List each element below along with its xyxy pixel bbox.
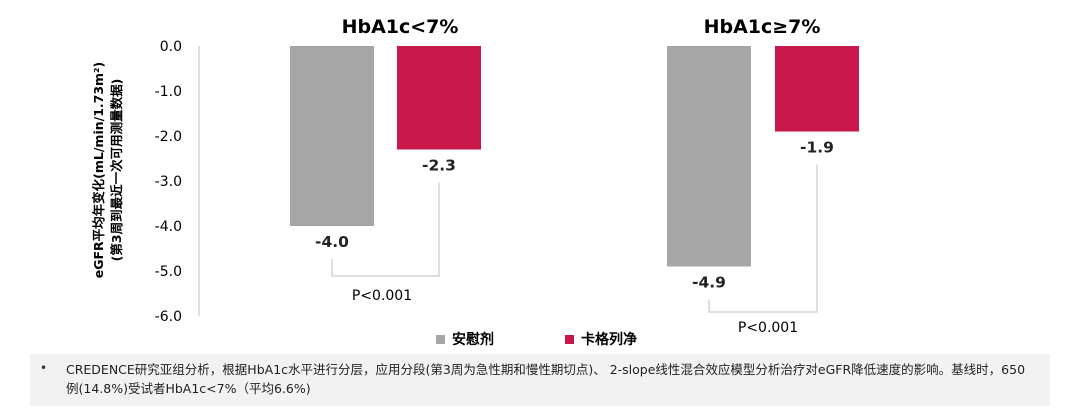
bar-placebo xyxy=(667,46,751,267)
y-tick-label: -5.0 xyxy=(155,264,182,280)
legend-label: 卡格列净 xyxy=(581,331,637,348)
y-tick-label: -6.0 xyxy=(155,309,182,325)
legend-swatch-canagliflozin xyxy=(565,335,574,344)
data-label: -4.0 xyxy=(315,233,349,251)
data-label: -4.9 xyxy=(692,274,726,292)
group-title: HbA1c<7% xyxy=(342,16,459,38)
data-label: -2.3 xyxy=(422,157,456,175)
p-value-annotation: P<0.001 xyxy=(352,288,412,304)
bar-placebo xyxy=(290,46,374,226)
y-tick-label: -4.0 xyxy=(155,219,182,235)
group-title: HbA1c≥7% xyxy=(704,16,821,38)
footnote-text: CREDENCE研究亚组分析，根据HbA1c水平进行分层，应用分段(第3周为急性… xyxy=(66,362,1026,396)
footnote-box: • CREDENCE研究亚组分析，根据HbA1c水平进行分层，应用分段(第3周为… xyxy=(30,354,1050,406)
significance-bracket xyxy=(331,182,440,277)
y-tick-label: -3.0 xyxy=(155,174,182,190)
bar-canagliflozin xyxy=(775,46,859,132)
data-label: -1.9 xyxy=(800,139,834,157)
bar-canagliflozin xyxy=(397,46,481,150)
p-value-annotation: P<0.001 xyxy=(738,320,798,336)
chart: 0.0 -1.0 -2.0 -3.0 -4.0 -5.0 -6.0 eGFR平均年变化(mL/… xyxy=(91,16,859,348)
y-axis-label: eGFR平均年变化(mL/min/1.73m²) xyxy=(91,62,106,279)
y-tick-label: -1.0 xyxy=(155,84,182,100)
significance-bracket xyxy=(708,164,818,313)
y-tick-label: 0.0 xyxy=(160,39,182,55)
y-tick-label: -2.0 xyxy=(155,129,182,145)
legend-label: 安慰剂 xyxy=(452,331,494,348)
legend-swatch-placebo xyxy=(436,335,445,344)
y-axis-label-sub: (第3周到最近一次可用测量数据) xyxy=(109,79,124,262)
footnote-bullet: • xyxy=(40,361,48,375)
